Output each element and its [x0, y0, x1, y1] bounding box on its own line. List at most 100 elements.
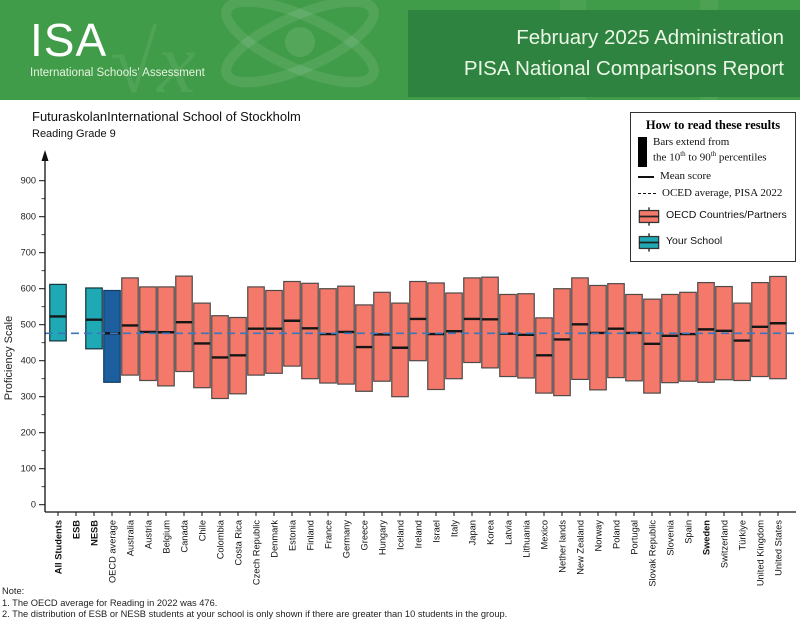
bar-Korea: [481, 276, 499, 369]
y-tick-label: 200: [21, 428, 36, 438]
note-heading: Note:: [2, 586, 25, 596]
x-label-Spain: Spain: [683, 520, 693, 544]
x-label-Poland: Poland: [611, 520, 621, 549]
x-label-Estonia: Estonia: [287, 519, 297, 551]
mean-score-label: Mean score: [660, 170, 712, 182]
legend-school-swatch-row: Your School: [638, 232, 788, 253]
bar-Norway: [589, 284, 607, 391]
note-2: 2. The distribution of ESB or NESB stude…: [2, 609, 508, 619]
x-label-Nether lands: Nether lands: [557, 520, 567, 573]
x-label-Sweden: Sweden: [701, 520, 711, 555]
bar-Nether lands: [553, 288, 571, 397]
x-label-Norway: Norway: [593, 520, 603, 552]
x-label-Slovak Republic: Slovak Republic: [647, 520, 657, 587]
x-label-France: France: [323, 520, 333, 549]
bar-Ireland: [409, 280, 427, 362]
x-label-Lithuania: Lithuania: [521, 519, 531, 558]
x-label-OECD average: OECD average: [107, 520, 117, 583]
mean-line-icon: [638, 175, 654, 178]
bar-Hungary: [373, 291, 391, 382]
legend-mean-row: Mean score: [638, 170, 788, 184]
x-label-United States: United States: [773, 520, 783, 576]
y-axis-arrow-icon: [41, 150, 49, 161]
bar-Slovenia: [661, 293, 679, 384]
x-label-Colombia: Colombia: [215, 519, 225, 559]
oecd-countries-label: OECD Countries/Partners: [666, 209, 787, 222]
isa-logo-text: ISA: [30, 14, 108, 66]
bar-Belgium: [157, 286, 175, 387]
x-label-Israel: Israel: [431, 520, 441, 543]
x-label-Finland: Finland: [305, 520, 315, 551]
y-tick-label: 500: [21, 320, 36, 330]
bar-New Zealand: [571, 277, 589, 381]
x-label-Australia: Australia: [125, 519, 135, 556]
x-label-Italy: Italy: [449, 520, 459, 537]
bar-All Students: [49, 283, 67, 342]
bar-Türkiye: [733, 302, 751, 382]
bar-Iceland: [391, 302, 409, 398]
bar-NESB: [85, 287, 103, 350]
x-label-Hungary: Hungary: [377, 520, 387, 555]
x-label-Germany: Germany: [341, 520, 351, 559]
oecd-average-line-label: OCED average, PISA 2022: [662, 186, 783, 199]
proficiency-chart: 0 100 200 300 400 500 600 700 800 900 All Students…: [3, 150, 796, 587]
legend-bars-line2: the 10th to 90th percentiles: [653, 149, 767, 164]
bar-Estonia: [283, 280, 301, 367]
legend-percentile-row: Bars extend from the 10th to 90th percen…: [638, 136, 788, 167]
legend-oecd-average-row: OCED average, PISA 2022: [638, 187, 788, 201]
svg-text:√x: √x: [110, 15, 195, 100]
y-tick-label: 300: [21, 392, 36, 402]
x-label-Costa Rica: Costa Rica: [233, 519, 243, 565]
x-label-Latvia: Latvia: [503, 519, 513, 545]
legend-box: How to read these results Bars extend fr…: [630, 112, 796, 262]
school-title: FuturaskolanInternational School of Stoc…: [32, 109, 301, 124]
report-title-line2: PISA National Comparisons Report: [463, 56, 784, 80]
legend-oecd-swatch-row: OECD Countries/Partners: [638, 206, 788, 227]
bar-Sweden: [697, 281, 715, 383]
x-label-All Students: All Students: [53, 520, 63, 574]
bar-United Kingdom: [751, 281, 769, 378]
x-label-Iceland: Iceland: [395, 520, 405, 550]
your-school-label: Your School: [666, 235, 723, 248]
bar-Portugal: [625, 293, 643, 382]
bar-Italy: [445, 292, 463, 380]
x-label-Ireland: Ireland: [413, 520, 423, 548]
bar-United States: [769, 275, 787, 380]
bar-Spain: [679, 291, 697, 382]
bar-Japan: [463, 277, 481, 364]
legend-percentile-text: Bars extend from the 10th to 90th percen…: [653, 136, 767, 165]
header-band: √x ISA International Schools' Assessment…: [0, 0, 800, 100]
y-tick-label: 900: [21, 176, 36, 186]
bar-Israel: [427, 282, 445, 391]
note-1: 1. The OECD average for Reading in 2022 …: [2, 597, 218, 608]
bar-Poland: [607, 283, 625, 379]
x-label-NESB: NESB: [89, 520, 99, 546]
x-label-Mexico: Mexico: [539, 520, 549, 549]
school-swatch-icon: [638, 232, 660, 252]
bar-OECD average: [103, 289, 121, 383]
y-tick-label: 0: [31, 500, 36, 510]
y-tick-label: 700: [21, 248, 36, 258]
y-tick-label: 800: [21, 212, 36, 222]
x-label-Türkiye: Türkiye: [737, 520, 747, 550]
dashed-line-icon: [638, 193, 656, 195]
x-label-Slovenia: Slovenia: [665, 519, 675, 555]
x-label-New Zealand: New Zealand: [575, 520, 585, 575]
bar-Czech Republic: [247, 286, 265, 376]
bar-Germany: [337, 285, 355, 385]
x-label-Chile: Chile: [197, 520, 207, 541]
bar-France: [319, 288, 337, 384]
bar-Chile: [193, 302, 211, 389]
y-tick-label: 400: [21, 356, 36, 366]
x-label-Switzerland: Switzerland: [719, 520, 729, 568]
legend-title: How to read these results: [645, 118, 781, 132]
x-label-Korea: Korea: [485, 519, 495, 545]
bar-Denmark: [265, 289, 283, 374]
x-label-Portugal: Portugal: [629, 520, 639, 555]
grade-subtitle: Reading Grade 9: [32, 128, 116, 140]
y-tick-label: 600: [21, 284, 36, 294]
x-label-Austria: Austria: [143, 519, 153, 549]
y-tick-label: 100: [21, 464, 36, 474]
x-label-ESB: ESB: [71, 520, 81, 539]
